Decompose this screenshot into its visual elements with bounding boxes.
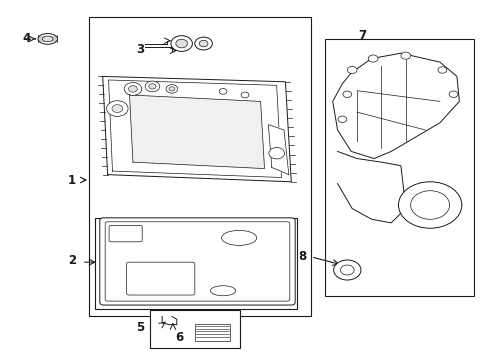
Circle shape <box>176 39 188 48</box>
Text: 5: 5 <box>136 321 145 334</box>
Text: 3: 3 <box>136 43 145 56</box>
Ellipse shape <box>210 286 236 296</box>
Circle shape <box>107 101 128 116</box>
Text: 2: 2 <box>68 254 76 267</box>
Bar <box>325 39 474 296</box>
Circle shape <box>241 92 249 98</box>
FancyBboxPatch shape <box>100 218 295 305</box>
Polygon shape <box>269 125 289 175</box>
Circle shape <box>124 82 142 95</box>
Circle shape <box>341 265 354 275</box>
Circle shape <box>449 91 458 98</box>
Circle shape <box>401 52 411 59</box>
Text: 7: 7 <box>358 29 366 42</box>
Circle shape <box>338 116 347 122</box>
Circle shape <box>171 36 193 51</box>
Ellipse shape <box>221 230 257 246</box>
Circle shape <box>195 37 212 50</box>
Circle shape <box>368 55 378 62</box>
FancyBboxPatch shape <box>126 262 195 295</box>
Polygon shape <box>338 152 406 223</box>
Bar <box>89 18 311 316</box>
Text: 6: 6 <box>175 332 183 345</box>
Text: 1: 1 <box>68 174 76 186</box>
Circle shape <box>334 260 361 280</box>
Circle shape <box>166 85 178 93</box>
Circle shape <box>398 182 462 228</box>
Circle shape <box>169 87 175 91</box>
Polygon shape <box>129 95 265 168</box>
Circle shape <box>149 84 156 89</box>
Circle shape <box>219 89 227 94</box>
Polygon shape <box>333 53 460 158</box>
Circle shape <box>112 105 122 112</box>
Circle shape <box>343 91 352 98</box>
Circle shape <box>411 191 450 219</box>
Circle shape <box>199 40 208 47</box>
Ellipse shape <box>38 33 57 44</box>
FancyBboxPatch shape <box>109 225 142 242</box>
Circle shape <box>438 67 447 73</box>
Text: 8: 8 <box>298 250 306 263</box>
Polygon shape <box>103 76 291 182</box>
Text: 4: 4 <box>23 32 31 45</box>
Bar <box>150 310 240 348</box>
Circle shape <box>145 81 160 92</box>
Circle shape <box>269 148 285 159</box>
Circle shape <box>347 66 357 73</box>
FancyBboxPatch shape <box>105 222 290 301</box>
Circle shape <box>128 86 137 92</box>
Bar <box>95 217 297 309</box>
Ellipse shape <box>42 36 53 42</box>
Bar <box>196 324 230 342</box>
